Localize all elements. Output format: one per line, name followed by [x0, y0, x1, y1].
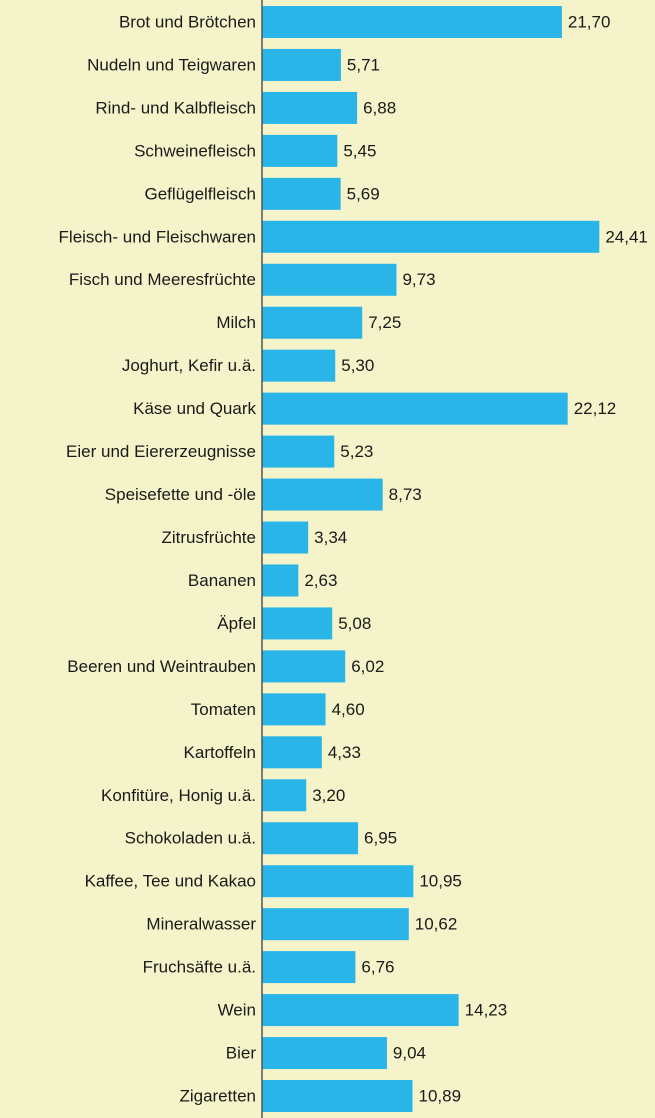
category-label: Nudeln und Teigwaren	[87, 55, 256, 74]
category-label: Äpfel	[217, 614, 256, 633]
value-label: 7,25	[368, 313, 401, 332]
value-label: 10,89	[418, 1086, 461, 1105]
bar	[262, 392, 568, 425]
category-label: Milch	[216, 313, 256, 332]
category-label: Mineralwasser	[146, 915, 256, 934]
value-label: 5,30	[341, 356, 374, 375]
bar	[262, 693, 326, 726]
bar	[262, 650, 346, 683]
bar	[262, 908, 409, 941]
value-label: 3,20	[312, 786, 345, 805]
category-label: Geflügelfleisch	[144, 184, 256, 203]
value-label: 10,95	[419, 872, 462, 891]
bar	[262, 220, 600, 253]
category-label: Speisefette und -öle	[105, 485, 256, 504]
bar	[262, 134, 338, 167]
category-label: Bananen	[188, 571, 256, 590]
category-label: Fruchsäfte u.ä.	[143, 958, 256, 977]
category-label: Zitrusfrüchte	[162, 528, 256, 547]
category-label: Zigaretten	[179, 1086, 256, 1105]
value-label: 22,12	[574, 399, 617, 418]
bar	[262, 478, 383, 511]
bar	[262, 822, 359, 855]
category-label: Schweinefleisch	[134, 141, 256, 160]
category-label: Kaffee, Tee und Kakao	[85, 872, 256, 891]
value-label: 4,33	[328, 743, 361, 762]
bar	[262, 349, 336, 382]
value-label: 8,73	[389, 485, 422, 504]
bar	[262, 1037, 387, 1070]
bar	[262, 48, 341, 81]
value-label: 4,60	[332, 700, 365, 719]
category-label: Käse und Quark	[133, 399, 256, 418]
value-label: 9,04	[393, 1044, 426, 1063]
value-label: 5,23	[340, 442, 373, 461]
bar	[262, 779, 307, 812]
value-label: 14,23	[465, 1001, 508, 1020]
value-label: 5,69	[347, 184, 380, 203]
bar	[262, 736, 322, 769]
bar	[262, 6, 562, 38]
bar	[262, 607, 333, 640]
category-label: Tomaten	[191, 700, 256, 719]
category-label: Kartoffeln	[184, 743, 256, 762]
category-label: Wein	[218, 1001, 256, 1020]
bar	[262, 1080, 413, 1112]
bar	[262, 521, 309, 554]
value-label: 5,08	[338, 614, 371, 633]
category-label: Eier und Eiererzeugnisse	[66, 442, 256, 461]
category-label: Brot und Brötchen	[119, 12, 256, 31]
category-label: Schokoladen u.ä.	[125, 829, 256, 848]
bar	[262, 263, 397, 296]
value-label: 6,95	[364, 829, 397, 848]
value-label: 10,62	[415, 915, 458, 934]
bar	[262, 177, 341, 210]
bar	[262, 91, 358, 124]
value-label: 5,45	[343, 141, 376, 160]
category-label: Fisch und Meeresfrüchte	[69, 270, 256, 289]
category-label: Fleisch- und Fleischwaren	[59, 227, 256, 246]
value-label: 3,34	[314, 528, 347, 547]
value-label: 5,71	[347, 55, 380, 74]
value-label: 6,88	[363, 98, 396, 117]
bar	[262, 306, 363, 339]
value-label: 21,70	[568, 12, 611, 31]
value-label: 6,76	[361, 958, 394, 977]
category-label: Bier	[226, 1044, 257, 1063]
bar	[262, 994, 459, 1027]
category-label: Beeren und Weintrauben	[67, 657, 256, 676]
bar	[262, 865, 414, 898]
category-label: Rind- und Kalbfleisch	[95, 98, 256, 117]
bar	[262, 564, 299, 597]
value-label: 2,63	[304, 571, 337, 590]
value-label: 9,73	[402, 270, 435, 289]
bar	[262, 951, 356, 984]
category-label: Konfitüre, Honig u.ä.	[101, 786, 256, 805]
category-label: Joghurt, Kefir u.ä.	[122, 356, 256, 375]
value-label: 6,02	[351, 657, 384, 676]
bar	[262, 435, 335, 468]
value-label: 24,41	[605, 227, 648, 246]
